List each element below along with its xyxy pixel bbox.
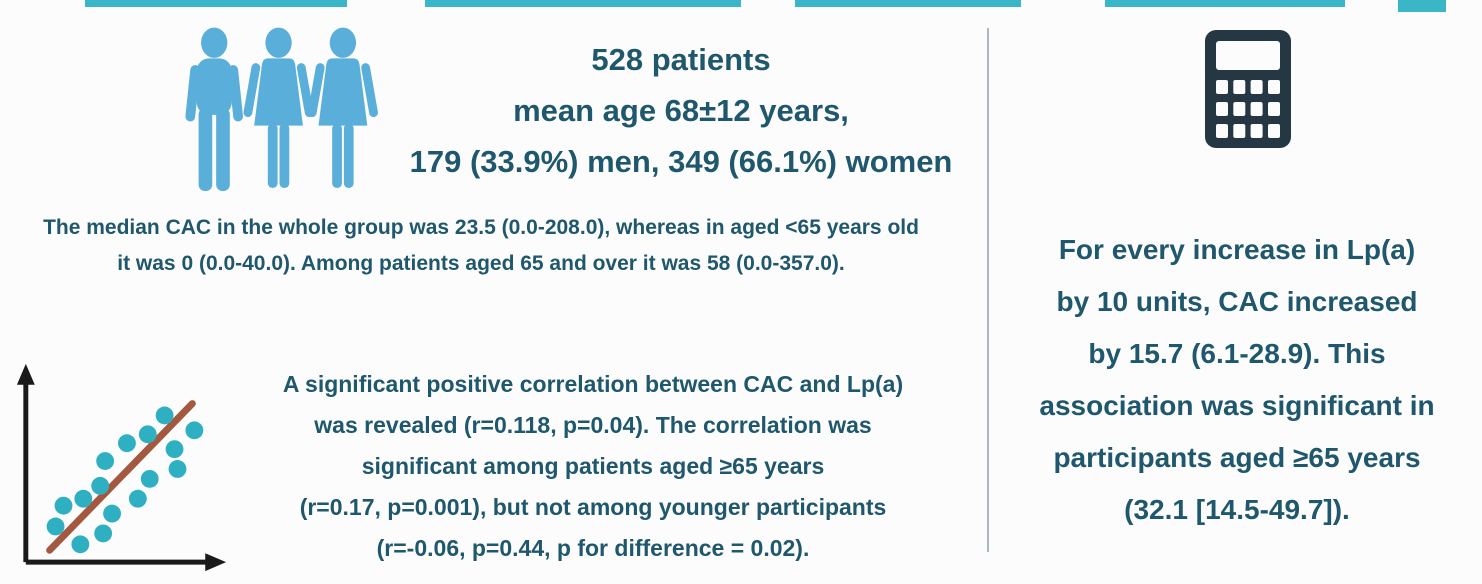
x-axis-arrow bbox=[205, 553, 227, 572]
woman-figure bbox=[243, 27, 314, 189]
scatter-plot-icon bbox=[6, 352, 234, 584]
median-cac-line2: it was 0 (0.0-40.0). Among patients aged… bbox=[117, 252, 845, 275]
regression-line5: participants aged ≥65 years bbox=[1053, 442, 1421, 473]
patients-sex-line: 179 (33.9%) men, 349 (66.1%) women bbox=[409, 144, 953, 179]
correlation-line3: significant among patients aged ≥65 year… bbox=[361, 453, 825, 479]
patients-age-line: mean age 68±12 years, bbox=[513, 93, 849, 128]
scatter-dots bbox=[46, 406, 204, 554]
patients-summary: 528 patients mean age 68±12 years, 179 (… bbox=[372, 34, 990, 187]
y-axis-arrow bbox=[16, 363, 35, 385]
trend-line bbox=[46, 400, 196, 554]
correlation-line5: (r=-0.06, p=0.44, p for difference = 0.0… bbox=[376, 535, 810, 561]
top-band-segment bbox=[425, 0, 741, 7]
correlation-line2: was revealed (r=0.118, p=0.04). The corr… bbox=[314, 412, 872, 438]
median-cac-line1: The median CAC in the whole group was 23… bbox=[43, 216, 919, 239]
correlation-line4: (r=0.17, p=0.001), but not among younger… bbox=[299, 494, 887, 520]
man-figure bbox=[185, 27, 244, 191]
top-band-segment bbox=[1105, 0, 1345, 7]
vertical-divider bbox=[987, 28, 989, 552]
regression-line2: by 10 units, CAC increased bbox=[1056, 286, 1418, 317]
axes bbox=[23, 379, 211, 565]
regression-line1: For every increase in Lp(a) bbox=[1058, 234, 1416, 265]
regression-line6: (32.1 [14.5-49.7]). bbox=[1124, 494, 1350, 525]
correlation-line1: A significant positive correlation betwe… bbox=[282, 371, 904, 397]
calculator-keys bbox=[1216, 80, 1280, 138]
regression-line4: association was significant in bbox=[1039, 390, 1435, 421]
regression-text: For every increase in Lp(a) by 10 units,… bbox=[997, 224, 1477, 536]
median-cac-text: The median CAC in the whole group was 23… bbox=[0, 210, 962, 282]
top-band-segment bbox=[795, 0, 1021, 7]
correlation-text: A significant positive correlation betwe… bbox=[240, 364, 946, 569]
calculator-icon bbox=[1205, 30, 1291, 153]
top-band-square bbox=[1398, 0, 1446, 12]
top-band-segment bbox=[85, 0, 347, 7]
calculator-display bbox=[1216, 41, 1280, 70]
people-group-icon bbox=[183, 24, 378, 202]
woman-figure bbox=[307, 27, 378, 189]
regression-line3: by 15.7 (6.1-28.9). This bbox=[1088, 338, 1386, 369]
patients-count-line: 528 patients bbox=[591, 42, 771, 77]
